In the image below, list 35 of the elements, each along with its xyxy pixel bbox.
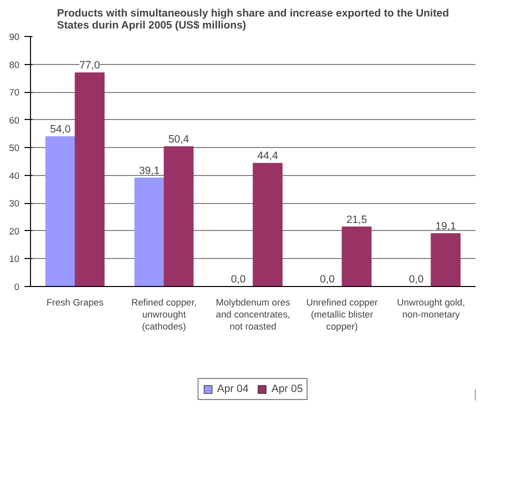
y-tick-label: 60 bbox=[9, 115, 20, 126]
y-tick-label: 30 bbox=[9, 198, 20, 209]
data-label: 54,0 bbox=[50, 124, 71, 136]
data-label: 50,4 bbox=[168, 134, 190, 146]
chart-title: Products with simultaneously high share and increase exported to the United States durin April 2005 (US$ millions) bbox=[57, 8, 450, 32]
y-tick-label: 70 bbox=[9, 88, 20, 98]
legend-label: Apr 05 bbox=[272, 383, 303, 395]
y-tick-label: 10 bbox=[9, 254, 20, 264]
bar bbox=[74, 72, 105, 286]
data-label: 21,5 bbox=[346, 214, 368, 226]
y-tick-label: 80 bbox=[9, 60, 20, 70]
bar bbox=[164, 146, 194, 286]
data-label: 39,1 bbox=[138, 164, 160, 177]
x-tick-label: Molybdenum ores and concentrates, not roasted bbox=[216, 298, 290, 332]
data-label: 77,0 bbox=[79, 60, 100, 72]
bar bbox=[252, 162, 283, 286]
x-tick-label: Fresh Grapes bbox=[46, 298, 104, 308]
x-tick-label: Refined copper, unwrought (cathodes) bbox=[131, 298, 197, 332]
bar bbox=[430, 233, 461, 286]
data-label: 0,0 bbox=[320, 274, 335, 286]
y-tick-label: 20 bbox=[9, 226, 20, 236]
bar bbox=[134, 178, 164, 286]
data-label: 44,4 bbox=[257, 150, 278, 162]
y-tick-label: 90 bbox=[9, 32, 20, 42]
legend-label: Apr 04 bbox=[217, 383, 248, 395]
y-tick-label: 0 bbox=[14, 282, 20, 292]
x-tick-label: Unrefined copper (metallic blister copper) bbox=[306, 298, 378, 332]
y-tick-label: 50 bbox=[9, 143, 20, 154]
data-label: 0,0 bbox=[408, 274, 424, 286]
x-tick-label: Unwrought gold, non-monetary bbox=[397, 298, 465, 320]
data-label: 0,0 bbox=[230, 274, 246, 286]
bar bbox=[342, 226, 372, 286]
y-tick-label: 40 bbox=[9, 170, 20, 181]
data-label: 19,1 bbox=[435, 220, 456, 232]
bar bbox=[45, 136, 76, 286]
